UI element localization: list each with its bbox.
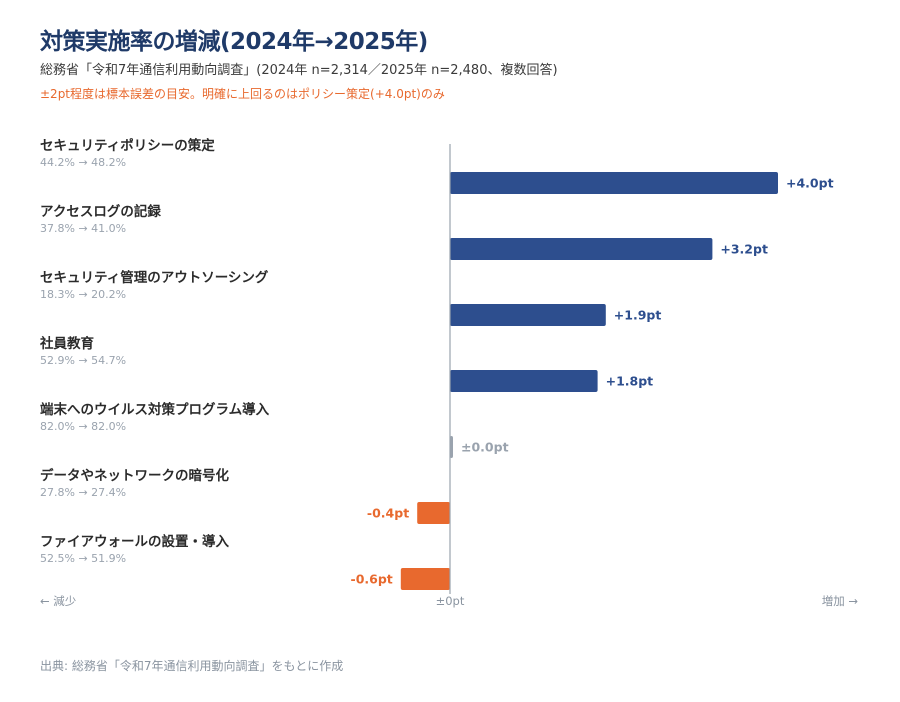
chart-rows: セキュリティポリシーの策定 44.2% → 48.2% +4.0pt アクセスログの記…: [39, 137, 834, 590]
bar: [450, 172, 778, 194]
value-label: -0.4pt: [367, 506, 409, 521]
chart-row: アクセスログの記録 37.8% → 41.0% +3.2pt: [40, 203, 768, 260]
category-change-label: 27.8% → 27.4%: [40, 486, 126, 499]
source-note: 出典: 総務省「令和7年通信利用動向調査」をもとに作成: [40, 659, 344, 673]
chart-row: 端末へのウイルス対策プログラム導入 82.0% → 82.0% ±0.0pt: [40, 401, 509, 458]
chart-row: 社員教育 52.9% → 54.7% +1.8pt: [39, 335, 653, 392]
value-label: +1.8pt: [606, 374, 654, 389]
category-change-label: 82.0% → 82.0%: [40, 420, 126, 433]
category-label: アクセスログの記録: [40, 203, 161, 220]
bar: [450, 370, 598, 392]
chart-note: ±2pt程度は標本誤差の目安。明確に上回るのはポリシー策定(+4.0pt)のみ: [40, 87, 445, 101]
chart-row: セキュリティポリシーの策定 44.2% → 48.2% +4.0pt: [40, 137, 834, 194]
category-label: セキュリティ管理のアウトソーシング: [40, 269, 269, 286]
bar: [450, 436, 453, 458]
bar: [450, 304, 606, 326]
chart-title: 対策実施率の増減(2024年→2025年): [40, 29, 428, 55]
category-label: 端末へのウイルス対策プログラム導入: [40, 401, 270, 418]
category-label: 社員教育: [39, 335, 94, 352]
value-label: +1.9pt: [614, 308, 662, 323]
category-label: セキュリティポリシーの策定: [40, 137, 215, 154]
chart-row: セキュリティ管理のアウトソーシング 18.3% → 20.2% +1.9pt: [40, 269, 661, 326]
category-label: ファイアウォールの設置・導入: [40, 533, 229, 550]
axis-label-increase: 増加 →: [822, 594, 859, 608]
value-label: +3.2pt: [720, 242, 768, 257]
diverging-bar-chart: セキュリティポリシーの策定 44.2% → 48.2% +4.0pt アクセスログの記…: [39, 137, 859, 608]
category-label: データやネットワークの暗号化: [40, 467, 229, 484]
axis-label-zero: ±0pt: [436, 594, 465, 608]
bar: [450, 238, 713, 260]
value-label: ±0.0pt: [461, 440, 509, 455]
chart-row: データやネットワークの暗号化 27.8% → 27.4% -0.4pt: [40, 467, 450, 524]
bar: [400, 568, 450, 590]
value-label: +4.0pt: [786, 176, 834, 191]
chart-subtitle: 総務省「令和7年通信利用動向調査」(2024年 n=2,314／2025年 n=…: [40, 63, 558, 78]
category-change-label: 44.2% → 48.2%: [40, 156, 126, 169]
value-label: -0.6pt: [351, 572, 393, 587]
bar: [417, 502, 450, 524]
axis-label-decrease: ← 減少: [40, 594, 76, 608]
category-change-label: 37.8% → 41.0%: [40, 222, 126, 235]
chart-row: ファイアウォールの設置・導入 52.5% → 51.9% -0.6pt: [40, 533, 450, 590]
category-change-label: 18.3% → 20.2%: [40, 288, 126, 301]
category-change-label: 52.9% → 54.7%: [40, 354, 126, 367]
category-change-label: 52.5% → 51.9%: [40, 552, 126, 565]
